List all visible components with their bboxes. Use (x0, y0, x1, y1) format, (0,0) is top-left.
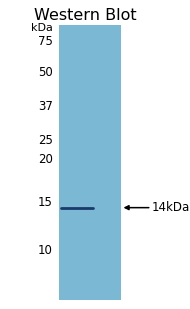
Text: Western Blot: Western Blot (34, 8, 136, 23)
Text: 37: 37 (38, 100, 53, 113)
Text: 15: 15 (38, 196, 53, 209)
Text: 10: 10 (38, 244, 53, 257)
Text: 25: 25 (38, 134, 53, 147)
FancyBboxPatch shape (59, 25, 121, 300)
Text: 20: 20 (38, 153, 53, 166)
Text: 14kDa: 14kDa (152, 201, 190, 214)
Text: kDa: kDa (31, 23, 53, 33)
Text: 50: 50 (38, 66, 53, 79)
Text: 75: 75 (38, 35, 53, 48)
